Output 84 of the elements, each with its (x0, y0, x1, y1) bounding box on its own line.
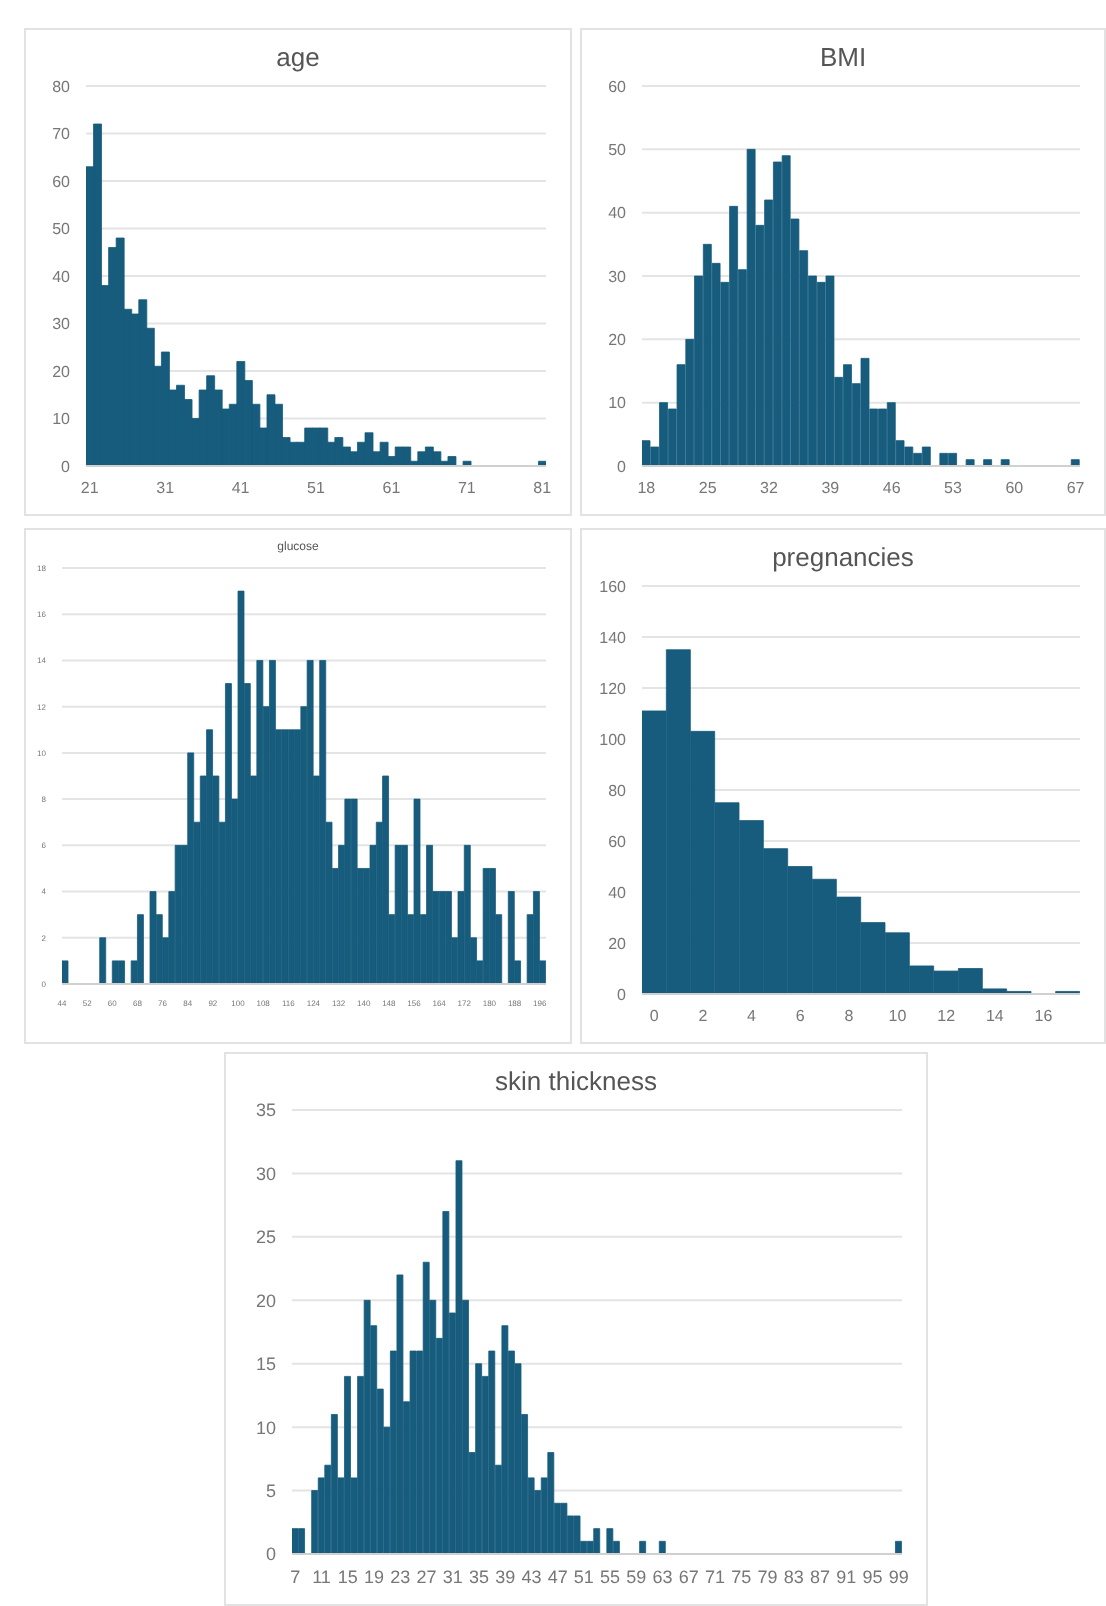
y-tick-label: 160 (599, 576, 628, 595)
y-tick-label: 20 (52, 361, 72, 380)
y-tick-label: 80 (608, 780, 628, 799)
x-tick-label: 51 (573, 1565, 594, 1586)
y-tick-label: 10 (608, 393, 628, 412)
x-tick-label: 67 (678, 1565, 699, 1586)
x-tick-label: 79 (757, 1565, 778, 1586)
x-tick-label: 87 (810, 1565, 831, 1586)
x-tick-label: 55 (600, 1565, 621, 1586)
chart-title: pregnancies (770, 542, 916, 574)
chart-title: skin thickness (493, 1066, 659, 1098)
y-tick-label: 5 (265, 1480, 276, 1501)
y-tick-label: 60 (608, 831, 628, 850)
x-tick-label: 71 (705, 1565, 726, 1586)
x-tick-label: 6 (795, 1006, 806, 1025)
x-tick-label: 0 (649, 1006, 660, 1025)
x-tick-label: 15 (337, 1565, 358, 1586)
x-tick-label: 27 (416, 1565, 437, 1586)
y-tick-label: 70 (52, 124, 72, 143)
x-tick-label: 18 (637, 478, 657, 497)
y-tick-label: 20 (608, 330, 628, 349)
y-tick-label: 50 (608, 140, 628, 159)
x-tick-label: 67 (1066, 478, 1086, 497)
y-tick-label: 0 (265, 1543, 276, 1564)
x-tick-label: 7 (290, 1565, 301, 1586)
x-tick-label: 99 (888, 1565, 909, 1586)
x-tick-label: 47 (547, 1565, 568, 1586)
x-tick-label: 10 (888, 1006, 908, 1025)
x-tick-label: 43 (521, 1565, 542, 1586)
x-tick-label: 35 (468, 1565, 489, 1586)
x-tick-label: 95 (862, 1565, 883, 1586)
x-tick-label: 23 (390, 1565, 411, 1586)
x-tick-label: 14 (985, 1006, 1005, 1025)
y-tick-label: 15 (255, 1353, 276, 1374)
y-tick-label: 20 (608, 933, 628, 952)
x-tick-label: 39 (495, 1565, 516, 1586)
y-tick-label: 140 (599, 627, 628, 646)
y-tick-label: 80 (52, 76, 72, 95)
y-tick-label: 50 (52, 219, 72, 238)
y-tick-label: 30 (255, 1163, 276, 1184)
x-tick-label: 81 (533, 478, 553, 497)
y-tick-label: 10 (52, 409, 72, 428)
x-tick-label: 31 (156, 478, 176, 497)
x-tick-label: 12 (937, 1006, 957, 1025)
y-tick-label: 10 (255, 1416, 276, 1437)
chart-title: BMI (817, 42, 869, 74)
x-tick-label: 71 (457, 478, 477, 497)
chart-title: age (274, 42, 322, 74)
x-tick-label: 41 (231, 478, 251, 497)
x-tick-label: 75 (731, 1565, 752, 1586)
x-tick-label: 61 (382, 478, 402, 497)
y-tick-label: 25 (255, 1226, 276, 1247)
y-tick-label: 60 (608, 76, 628, 95)
y-tick-label: 60 (52, 171, 72, 190)
x-tick-label: 8 (844, 1006, 855, 1025)
y-tick-label: 40 (608, 203, 628, 222)
x-tick-label: 11 (312, 1565, 331, 1586)
x-tick-label: 4 (747, 1006, 758, 1025)
x-tick-label: 63 (652, 1565, 673, 1586)
y-tick-label: 35 (255, 1099, 276, 1120)
x-tick-label: 16 (1034, 1006, 1054, 1025)
y-tick-label: 0 (61, 456, 72, 475)
x-tick-label: 25 (698, 478, 718, 497)
x-tick-label: 91 (836, 1565, 857, 1586)
x-tick-label: 83 (783, 1565, 804, 1586)
x-tick-label: 32 (760, 478, 780, 497)
x-tick-label: 21 (80, 478, 100, 497)
y-tick-label: 30 (608, 266, 628, 285)
x-tick-label: 31 (442, 1565, 463, 1586)
y-tick-label: 30 (52, 314, 72, 333)
y-tick-label: 40 (52, 266, 72, 285)
x-tick-label: 19 (363, 1565, 384, 1586)
y-tick-label: 0 (617, 456, 628, 475)
x-tick-label: 39 (821, 478, 841, 497)
x-tick-label: 46 (882, 478, 902, 497)
y-tick-label: 100 (599, 729, 628, 748)
y-tick-label: 40 (608, 882, 628, 901)
x-tick-label: 2 (698, 1006, 709, 1025)
x-tick-label: 53 (944, 478, 963, 497)
x-tick-label: 51 (307, 478, 326, 497)
x-tick-label: 60 (1005, 478, 1025, 497)
x-tick-label: 59 (626, 1565, 647, 1586)
y-tick-label: 20 (255, 1289, 276, 1310)
y-tick-label: 120 (599, 678, 628, 697)
